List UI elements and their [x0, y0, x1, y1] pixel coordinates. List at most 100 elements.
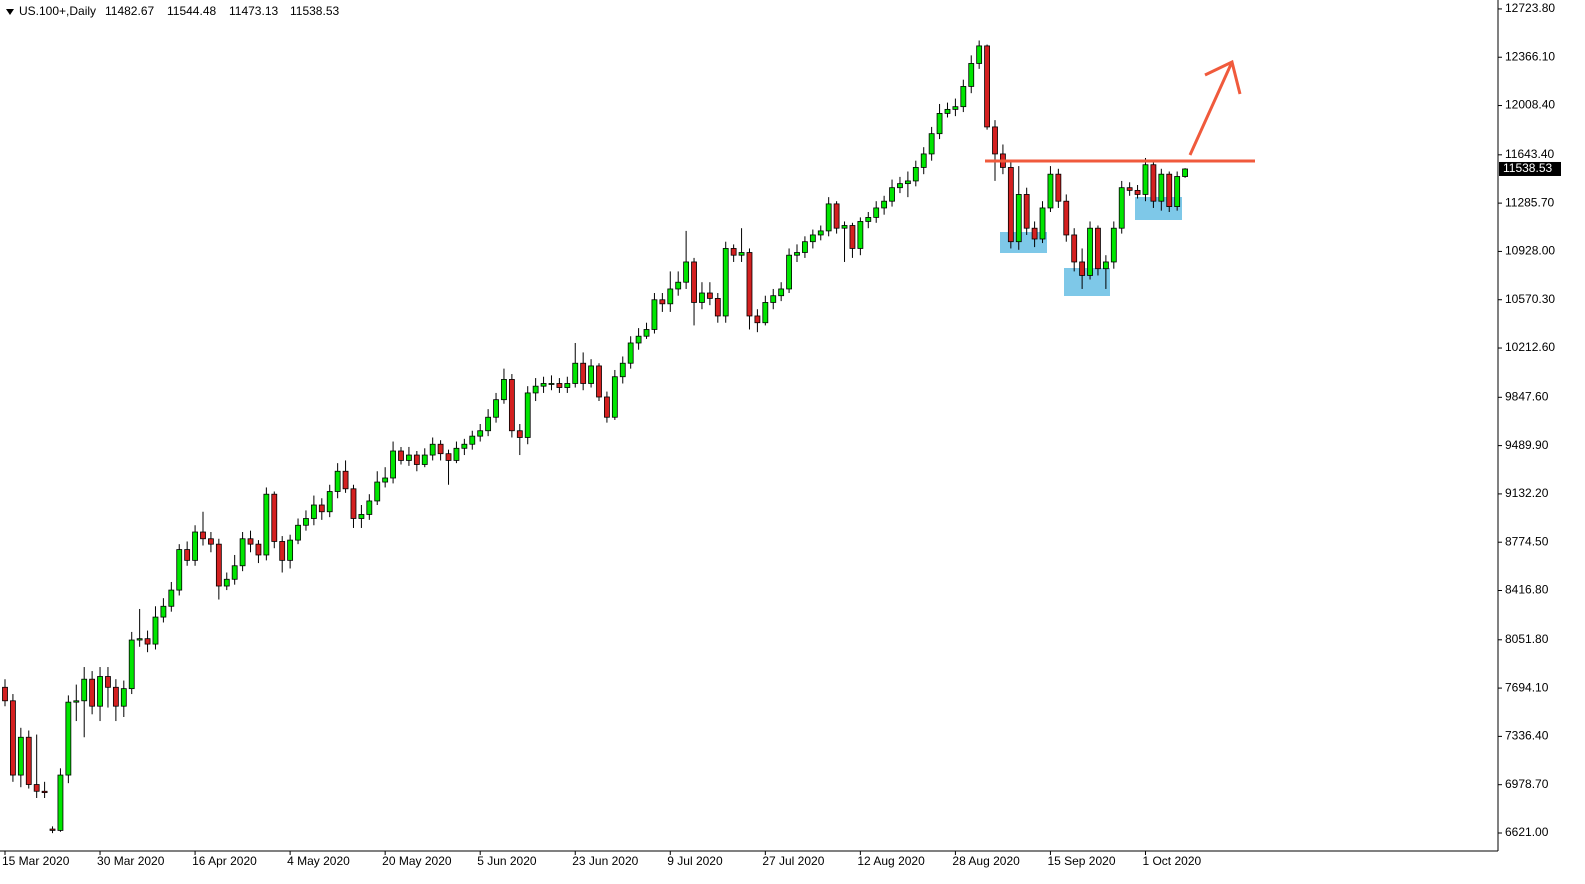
candle-body	[714, 298, 721, 317]
candle-body	[89, 678, 96, 707]
y-tick-label: 12008.40	[1505, 98, 1555, 112]
candle-body	[635, 335, 642, 344]
candle-body	[239, 538, 246, 567]
candle-body	[786, 254, 792, 290]
candle-body	[247, 538, 254, 545]
candle-body	[215, 543, 222, 587]
x-tick-label: 15 Mar 2020	[2, 854, 70, 868]
candle-body	[1031, 227, 1038, 240]
y-tick-label: 6978.70	[1505, 777, 1549, 791]
arrow-shaft	[1188, 61, 1234, 156]
candle-body	[17, 736, 24, 776]
candle-body	[421, 454, 428, 465]
candle-body	[897, 183, 903, 189]
candle-body	[960, 86, 967, 108]
menu-triangle[interactable]	[6, 9, 14, 15]
candle-body	[1063, 200, 1070, 236]
candle-body	[889, 187, 895, 202]
candle-body	[184, 549, 191, 561]
candle-body	[208, 538, 214, 545]
candle-body	[310, 504, 317, 519]
candle-body	[992, 126, 998, 155]
ohlc-low: 11473.13	[229, 4, 278, 18]
candle-body	[809, 234, 816, 243]
candle-body	[334, 470, 341, 492]
candle-body	[366, 500, 373, 515]
candle-body	[556, 383, 563, 388]
candle-body	[73, 700, 80, 703]
candle-body	[295, 524, 301, 541]
candle-body	[25, 736, 32, 785]
candle-body	[1142, 164, 1149, 195]
candle-body	[1071, 234, 1078, 263]
candle-body	[105, 676, 111, 688]
candle-body	[651, 299, 658, 330]
candle-body	[722, 248, 729, 317]
candle-body	[825, 203, 832, 232]
candle-body	[279, 541, 286, 561]
candle-body	[57, 774, 64, 831]
candle-body	[540, 383, 547, 387]
candle-body	[643, 329, 650, 337]
candle-body	[1110, 227, 1117, 263]
candle-body	[136, 638, 143, 641]
candle-body	[516, 430, 523, 438]
candle-body	[611, 376, 618, 418]
candle-body	[398, 450, 404, 461]
candle-body	[160, 605, 167, 618]
x-tick-label: 5 Jun 2020	[477, 854, 537, 868]
candle-body	[849, 225, 856, 249]
candle-body	[1047, 173, 1054, 209]
candle-body	[683, 261, 690, 283]
x-tick-label: 15 Sep 2020	[1047, 854, 1115, 868]
candle-body	[1087, 227, 1093, 276]
candle-body	[944, 108, 951, 114]
current-price: 11538.53	[1503, 161, 1552, 175]
candle-body	[128, 639, 135, 690]
candle-body	[350, 488, 357, 519]
candle-body	[817, 230, 824, 236]
candle-body	[928, 133, 935, 155]
candle-body	[1118, 187, 1125, 229]
candle-body	[382, 477, 389, 483]
candle-body	[873, 207, 880, 218]
support-zone	[1064, 268, 1110, 296]
candle-body	[1158, 173, 1165, 202]
candle-body	[746, 252, 753, 317]
candle-body	[406, 454, 412, 461]
candle-body	[532, 385, 539, 394]
candle-body	[920, 153, 927, 168]
candle-body	[231, 565, 238, 580]
candle-body	[358, 514, 365, 519]
y-tick-label: 7336.40	[1505, 729, 1549, 743]
x-tick-label: 30 Mar 2020	[97, 854, 165, 868]
y-tick-label: 11285.70	[1505, 195, 1554, 209]
y-tick-label: 8051.80	[1505, 632, 1549, 646]
y-tick-label: 9132.20	[1505, 486, 1549, 500]
x-tick-label: 4 May 2020	[287, 854, 350, 868]
candle-body	[326, 491, 333, 513]
price-box	[1499, 161, 1561, 176]
candle-body	[706, 292, 713, 299]
candle-body	[144, 638, 151, 645]
candle-body	[255, 543, 262, 556]
x-tick-label: 20 May 2020	[382, 854, 452, 868]
candle-body	[445, 453, 452, 461]
candle-body	[342, 470, 349, 490]
y-tick-label: 9489.90	[1505, 438, 1549, 452]
candle-body	[1015, 194, 1022, 243]
candle-body	[461, 443, 468, 449]
candle-body	[508, 379, 515, 432]
candle-body	[936, 113, 943, 135]
y-tick-label: 10212.60	[1505, 340, 1555, 354]
symbol: US.100+,Daily	[19, 4, 96, 18]
candle-body	[33, 784, 40, 792]
candles	[2, 40, 1188, 834]
candle-body	[10, 700, 16, 776]
x-tick-label: 28 Aug 2020	[952, 854, 1020, 868]
candle-body	[762, 302, 769, 324]
y-tick-label: 6621.00	[1505, 825, 1549, 839]
candle-body	[524, 392, 531, 438]
ohlc-open: 11482.67	[105, 4, 154, 18]
